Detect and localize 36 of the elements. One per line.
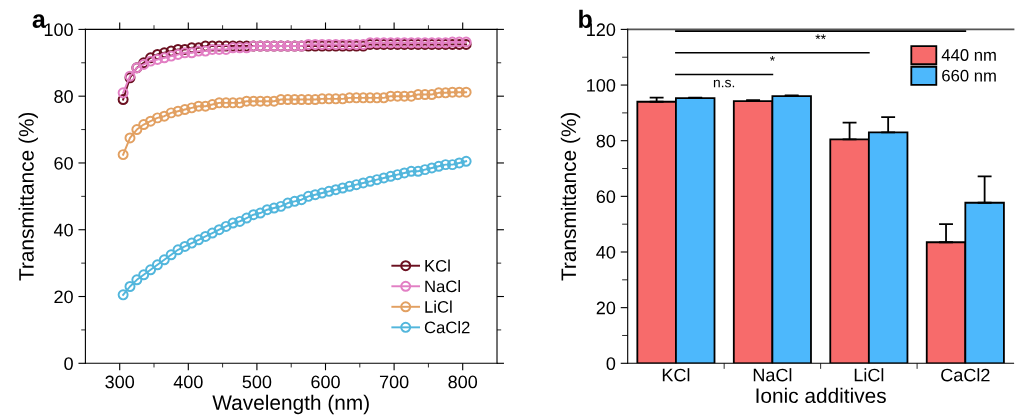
annotation: * — [769, 55, 775, 61]
y-axis-title: Transmittance (%) — [560, 112, 581, 281]
x-axis-title: Wavelength (nm) — [212, 394, 369, 415]
x-tick-label: 400 — [173, 375, 203, 389]
y-tick-label: 80 — [54, 90, 73, 103]
x-tick-label: 700 — [379, 375, 409, 389]
y-tick-label: 80 — [596, 134, 616, 148]
x-tick-label: NaCl — [753, 368, 792, 382]
y-tick-label: 0 — [606, 357, 616, 371]
y-tick-label: 60 — [54, 156, 73, 170]
x-tick-label: 300 — [105, 375, 135, 389]
x-tick-label: CaCl2 — [941, 368, 990, 382]
annotation: n.s. — [713, 79, 735, 88]
annotation: ** — [815, 34, 826, 40]
chart-title: a — [32, 14, 46, 28]
y-tick-label: 100 — [44, 23, 73, 37]
legend-label: CaCl2 — [424, 321, 470, 334]
y-tick-label: 100 — [587, 78, 616, 92]
y-axis-title: Transmittance (%) — [18, 112, 38, 281]
legend-label: 440 nm — [941, 49, 996, 61]
x-axis-title: Ionic additives — [756, 387, 886, 404]
y-tick-label: 20 — [596, 301, 616, 315]
legend-label: LiCl — [425, 300, 452, 313]
legend-label: 660 nm — [942, 69, 996, 82]
y-tick-label: 20 — [54, 290, 73, 304]
y-tick-label: 0 — [64, 357, 73, 371]
x-tick-label: LiCl — [854, 368, 884, 382]
x-tick-label: 600 — [311, 375, 340, 389]
legend-label: KCl — [425, 259, 450, 272]
y-tick-label: 40 — [596, 245, 616, 259]
x-tick-label: 500 — [242, 375, 272, 389]
legend-label: NaCl — [425, 280, 460, 293]
x-tick-label: KCl — [662, 368, 690, 382]
y-tick-label: 60 — [596, 190, 616, 204]
x-tick-label: 800 — [448, 375, 478, 389]
y-tick-label: 40 — [53, 223, 73, 237]
